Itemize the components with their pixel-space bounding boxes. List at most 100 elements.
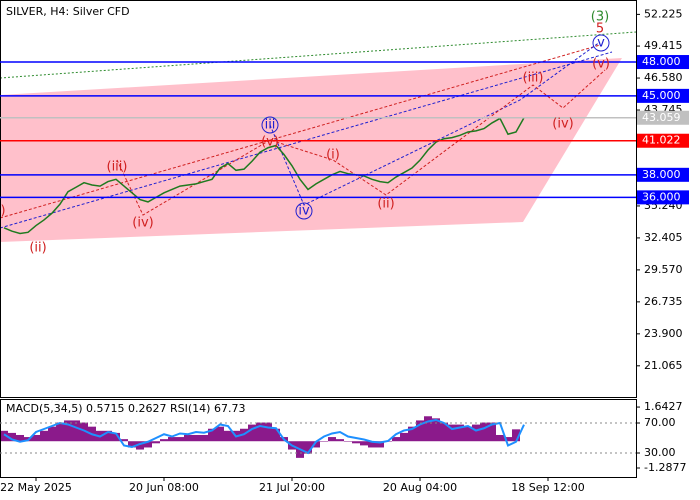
y-tick-label: 32.405 xyxy=(644,231,683,244)
macd-bar xyxy=(224,430,232,442)
macd-bar xyxy=(360,441,368,446)
macd-bar xyxy=(368,441,376,448)
macd-bar xyxy=(40,430,48,442)
macd-bar xyxy=(480,422,488,442)
macd-bar xyxy=(488,422,496,442)
level-label-box xyxy=(637,167,689,182)
y-tick-label: 21.065 xyxy=(644,359,683,372)
macd-bar xyxy=(64,420,72,442)
level-label: 38.000 xyxy=(642,168,681,181)
level-label-box xyxy=(637,110,689,125)
trend-line xyxy=(0,44,601,219)
wave-label: (3) xyxy=(591,10,609,25)
macd-bar xyxy=(432,418,440,442)
wave-label: (ii) xyxy=(377,197,394,212)
wave-path xyxy=(269,41,601,206)
macd-bar xyxy=(304,441,312,454)
macd-bar xyxy=(160,439,168,442)
macd-bar xyxy=(112,432,120,442)
macd-bar xyxy=(104,430,112,442)
macd-bar xyxy=(272,428,280,442)
wave-label: iv xyxy=(298,204,310,219)
macd-bar xyxy=(352,441,360,444)
x-tick-label: 20 Jun 08:00 xyxy=(129,481,199,494)
frame xyxy=(0,0,637,398)
macd-bar xyxy=(16,434,24,442)
macd-bar xyxy=(336,439,344,442)
macd-bar xyxy=(248,424,256,442)
y-tick-label: 26.735 xyxy=(644,295,683,308)
macd-bar xyxy=(440,422,448,442)
macd-bar xyxy=(216,426,224,442)
channel xyxy=(0,58,622,242)
price-line xyxy=(3,117,525,235)
macd-bar xyxy=(168,437,176,442)
macd-bar xyxy=(144,441,152,448)
level-label: 48.000 xyxy=(642,55,681,68)
plot xyxy=(0,117,525,458)
wave-label: (iii) xyxy=(107,160,128,175)
level-label: 43.059 xyxy=(642,111,681,124)
macd-bar xyxy=(344,441,352,442)
y-tick-label: 70.00 xyxy=(644,416,676,429)
level-label-box xyxy=(637,133,689,148)
level-label: 36.000 xyxy=(642,190,681,203)
y-tick-label: 29.570 xyxy=(644,263,683,276)
frame xyxy=(0,399,637,478)
macd-bar xyxy=(176,437,184,442)
macd-bar xyxy=(120,439,128,442)
macd-bar xyxy=(32,434,40,442)
macd-bar xyxy=(408,426,416,442)
y-tick-label: 46.580 xyxy=(644,71,683,84)
macd-bar xyxy=(8,432,16,442)
wave-circle xyxy=(592,34,610,52)
y-tick-label: 23.900 xyxy=(644,327,683,340)
macd-bar xyxy=(128,441,136,448)
macd-bar xyxy=(56,422,64,442)
level-label-box xyxy=(637,55,689,70)
macd-bar xyxy=(504,437,512,442)
x-tick-label: 22 May 2025 xyxy=(0,481,72,494)
macd-bar xyxy=(200,434,208,442)
x-tick-label: 20 Aug 04:00 xyxy=(383,481,457,494)
level-label: 41.022 xyxy=(642,134,681,147)
macd-bar xyxy=(312,441,320,448)
macd-bar xyxy=(464,426,472,442)
y-tick-label: 30.00 xyxy=(644,446,676,459)
wave-path xyxy=(116,69,606,216)
macd-bar xyxy=(184,434,192,442)
macd-bar xyxy=(0,430,8,442)
macd-bar xyxy=(376,441,384,448)
macd-bar xyxy=(416,420,424,442)
chart-title: SILVER, H4: Silver CFD xyxy=(6,5,130,18)
wave-label: (iv) xyxy=(132,216,153,231)
wave-label: (v) xyxy=(261,135,279,150)
macd-bar xyxy=(328,437,336,442)
macd-bar xyxy=(496,434,504,442)
y-tick-label: -1.2877 xyxy=(644,461,686,474)
macd-bar xyxy=(456,424,464,442)
wave-label: ) xyxy=(0,204,5,219)
panel-title: MACD(5,34,5) 0.5715 0.2627 RSI(14) 67.73 xyxy=(6,402,245,415)
macd-bar xyxy=(136,441,144,450)
macd-bar xyxy=(512,429,520,442)
wave-label: (iv) xyxy=(552,117,573,132)
wave-label: iii xyxy=(265,118,276,133)
macd-bar xyxy=(392,437,400,442)
trend-line xyxy=(0,51,613,229)
rsi-line xyxy=(3,418,525,455)
level-label-box xyxy=(637,88,689,103)
macd-bar xyxy=(472,424,480,442)
wave-circle xyxy=(295,202,313,220)
y-tick-label: 1.6427 xyxy=(644,400,683,413)
macd-bar xyxy=(208,428,216,442)
x-tick-label: 21 Jul 20:00 xyxy=(259,481,325,494)
macd-bar xyxy=(48,426,56,442)
wave-label: (iii) xyxy=(523,71,544,86)
macd-bar xyxy=(264,422,272,442)
wave-label: 5 xyxy=(596,22,604,37)
y-tick-label: 49.415 xyxy=(644,39,683,52)
macd-bar xyxy=(400,432,408,442)
macd-bar xyxy=(72,420,80,442)
